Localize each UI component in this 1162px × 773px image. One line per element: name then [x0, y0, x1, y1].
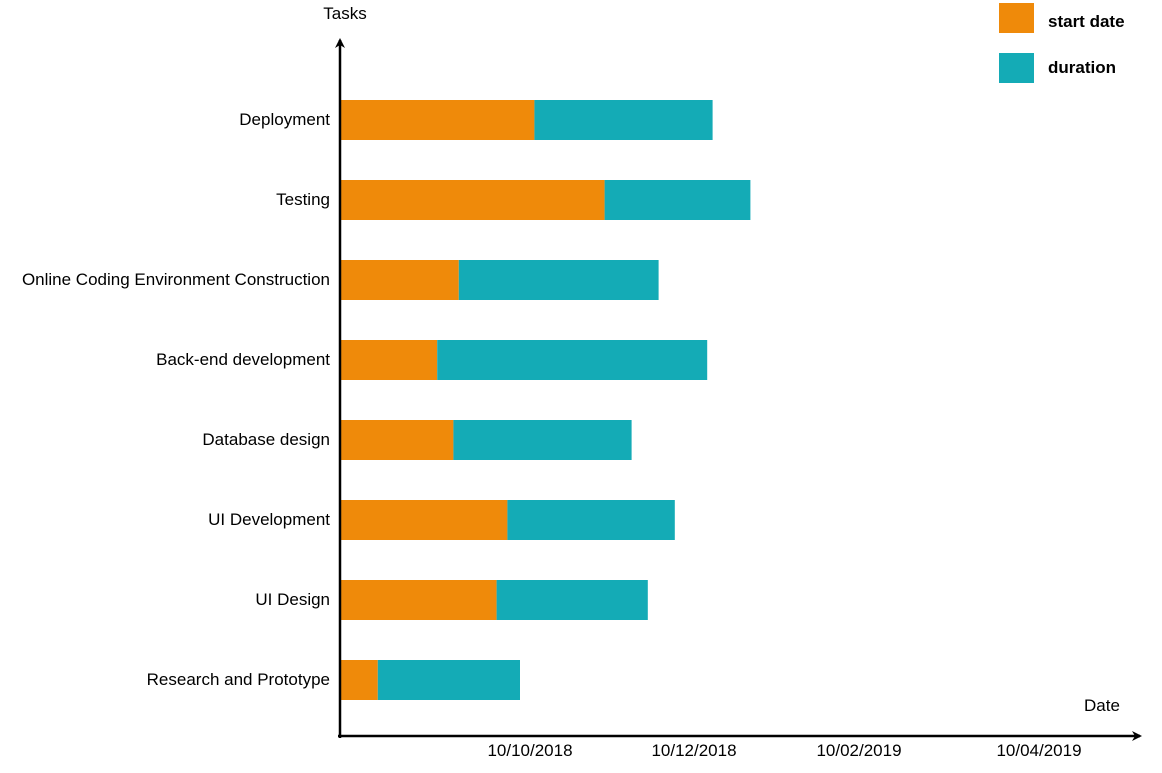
x-tick-labels-layer: 10/10/2018 10/12/2018 10/02/2019 10/04/2019 — [487, 741, 1081, 760]
bar-duration — [377, 660, 520, 700]
bar-duration — [437, 340, 708, 380]
bar-start-date — [340, 660, 378, 700]
task-label: Testing — [276, 190, 330, 209]
bars-layer — [340, 100, 751, 700]
bar-duration — [604, 180, 751, 220]
bar-duration — [534, 100, 713, 140]
bar-start-date — [340, 580, 497, 620]
bar-duration — [507, 500, 675, 540]
bar-duration — [496, 580, 648, 620]
bar-duration — [458, 260, 659, 300]
task-label: Research and Prototype — [147, 670, 330, 689]
task-label: UI Design — [255, 590, 330, 609]
task-label: Online Coding Environment Construction — [22, 270, 330, 289]
task-label: UI Development — [208, 510, 330, 529]
bar-start-date — [340, 260, 459, 300]
legend: start date duration — [999, 3, 1125, 83]
x-tick-label: 10/04/2019 — [996, 741, 1081, 760]
legend-label-start-date: start date — [1048, 12, 1125, 31]
bar-start-date — [340, 180, 605, 220]
bar-start-date — [340, 340, 438, 380]
bar-start-date — [340, 500, 508, 540]
task-labels-layer: Research and Prototype UI Design UI Develo… — [22, 110, 330, 689]
bar-start-date — [340, 100, 535, 140]
legend-swatch-start-date — [999, 3, 1034, 33]
y-axis-title: Tasks — [323, 4, 366, 23]
task-label: Database design — [202, 430, 330, 449]
legend-label-duration: duration — [1048, 58, 1116, 77]
task-label: Back-end development — [156, 350, 330, 369]
x-axis-title: Date — [1084, 696, 1120, 715]
x-tick-label: 10/10/2018 — [487, 741, 572, 760]
x-tick-label: 10/12/2018 — [651, 741, 736, 760]
bar-duration — [453, 420, 632, 460]
x-tick-label: 10/02/2019 — [816, 741, 901, 760]
bar-start-date — [340, 420, 454, 460]
task-label: Deployment — [239, 110, 330, 129]
legend-swatch-duration — [999, 53, 1034, 83]
